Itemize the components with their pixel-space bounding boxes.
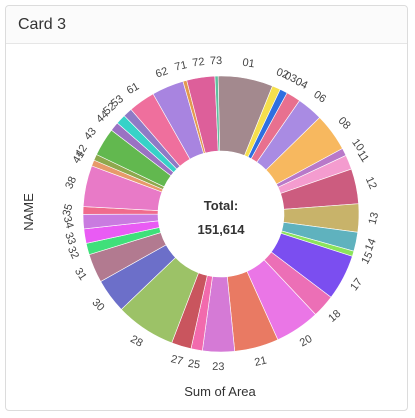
tick-label-08: 08 [336, 115, 353, 132]
card-body: 01 02 03 04 06 08 10 11 12 13 14 15 17 18 20 21 23 25 27 28… [6, 44, 407, 410]
tick-label-73: 73 [210, 55, 223, 67]
tick-label-17: 17 [348, 276, 365, 293]
center-label: Total: [204, 198, 238, 213]
tick-label-01: 01 [242, 57, 256, 71]
card-header: Card 3 [6, 6, 407, 44]
tick-label-11: 11 [355, 148, 371, 164]
tick-label-33: 33 [62, 231, 78, 247]
chart-card: Card 3 01 02 03 04 06 08 10 11 12 13 14 15 17 18 20 21 2… [5, 5, 408, 411]
tick-label-42: 42 [73, 143, 90, 160]
tick-label-32: 32 [65, 245, 81, 261]
tick-label-38: 38 [63, 175, 79, 191]
tick-label-72: 72 [192, 56, 206, 69]
tick-label-61: 61 [125, 81, 142, 98]
tick-label-23: 23 [212, 361, 224, 373]
tick-label-34: 34 [61, 215, 76, 230]
tick-label-52: 52 [101, 100, 118, 117]
card-title: Card 3 [18, 15, 67, 33]
tick-label-10: 10 [349, 137, 366, 154]
donut-hole [158, 151, 284, 277]
x-axis-label: Sum of Area [184, 384, 256, 399]
tick-label-13: 13 [367, 211, 382, 226]
tick-label-35: 35 [61, 203, 76, 218]
slices-group [82, 75, 360, 353]
tick-label-71: 71 [174, 59, 189, 73]
tick-label-30: 30 [89, 297, 106, 314]
tick-label-43: 43 [82, 126, 99, 143]
tick-label-27: 27 [170, 353, 185, 368]
tick-label-21: 21 [253, 355, 268, 369]
tick-label-14: 14 [363, 237, 379, 253]
tick-label-53: 53 [109, 93, 126, 110]
tick-label-25: 25 [187, 358, 201, 372]
donut-chart: 0102030406081011121314151718202123252728… [21, 55, 382, 399]
tick-label-12: 12 [363, 175, 379, 191]
tick-label-02: 02 [275, 66, 291, 81]
tick-label-18: 18 [326, 308, 343, 325]
tick-label-20: 20 [298, 333, 315, 349]
tick-label-06: 06 [311, 89, 328, 106]
y-axis-label: NAME [21, 193, 36, 231]
center-value: 151,614 [198, 222, 246, 237]
tick-label-62: 62 [154, 65, 170, 80]
tick-label-41: 41 [71, 149, 88, 166]
tick-label-28: 28 [128, 333, 144, 349]
tick-label-31: 31 [72, 266, 89, 283]
tick-label-04: 04 [293, 76, 309, 92]
tick-label-03: 03 [283, 70, 299, 86]
tick-label-15: 15 [359, 250, 375, 266]
